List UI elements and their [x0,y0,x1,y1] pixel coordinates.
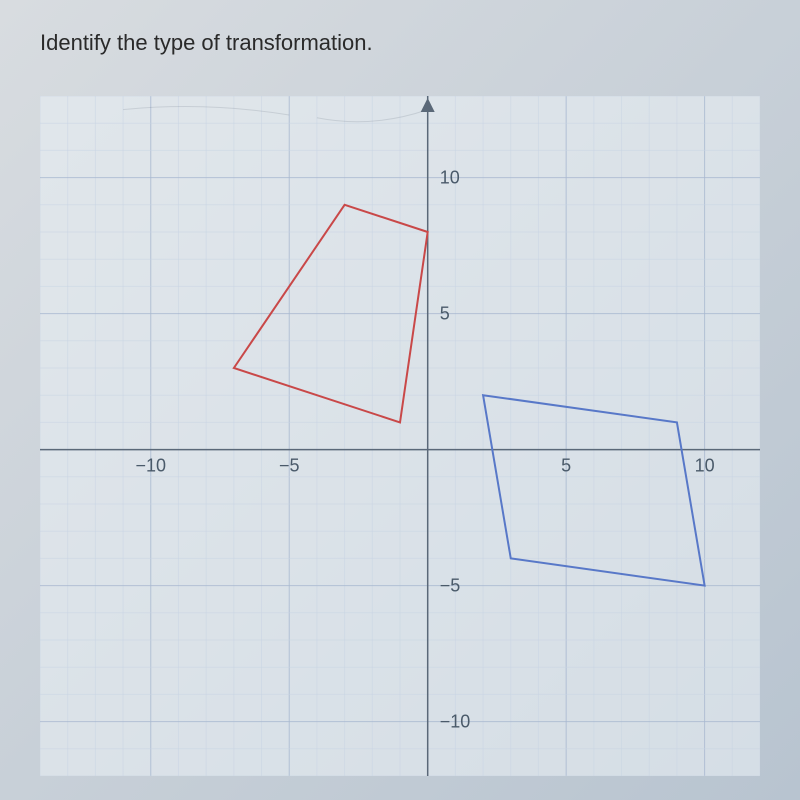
coordinate-plane: −10 −5 5 10 10 5 −5 −10 [40,96,760,776]
y-tick-label: 5 [440,304,450,324]
x-tick-label: 10 [695,456,715,476]
x-tick-label: −10 [135,456,166,476]
question-text: Identify the type of transformation. [40,30,760,56]
y-tick-label: 10 [440,168,460,188]
y-tick-label: −10 [440,712,471,732]
x-tick-label: 5 [561,456,571,476]
page-container: Identify the type of transformation. −10… [0,0,800,800]
y-tick-label: −5 [440,576,461,596]
x-tick-label: −5 [279,456,300,476]
graph-container: −10 −5 5 10 10 5 −5 −10 [40,96,760,776]
